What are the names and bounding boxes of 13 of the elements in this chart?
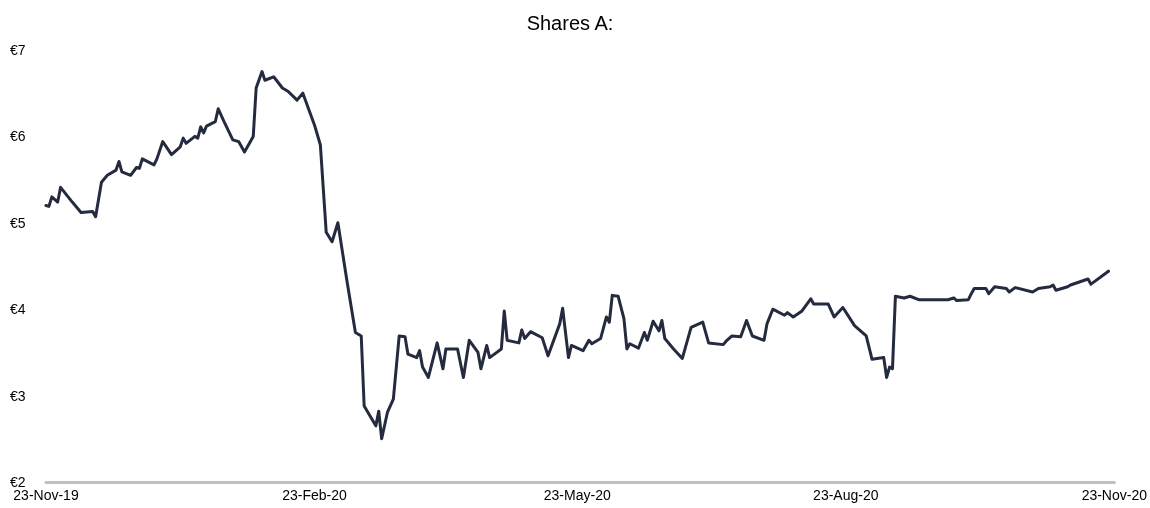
y-tick-label: €4 bbox=[10, 301, 26, 318]
x-tick-label: 23-Feb-20 bbox=[282, 487, 348, 503]
line-series bbox=[44, 70, 1110, 441]
y-tick-label: €7 bbox=[10, 42, 26, 58]
y-tick-label: €2 bbox=[10, 474, 26, 490]
y-tick-label: €3 bbox=[10, 387, 26, 404]
chart-title: Shares A: bbox=[526, 12, 614, 34]
y-tick-label: €5 bbox=[10, 214, 26, 231]
x-tick-label: 23-Nov-19 bbox=[13, 487, 79, 503]
x-tick-label: 23-Nov-20 bbox=[1081, 487, 1148, 503]
x-tick-label: 23-Aug-20 bbox=[813, 487, 879, 503]
x-tick-label: 23-May-20 bbox=[543, 487, 611, 503]
y-tick-label: €6 bbox=[10, 128, 26, 145]
